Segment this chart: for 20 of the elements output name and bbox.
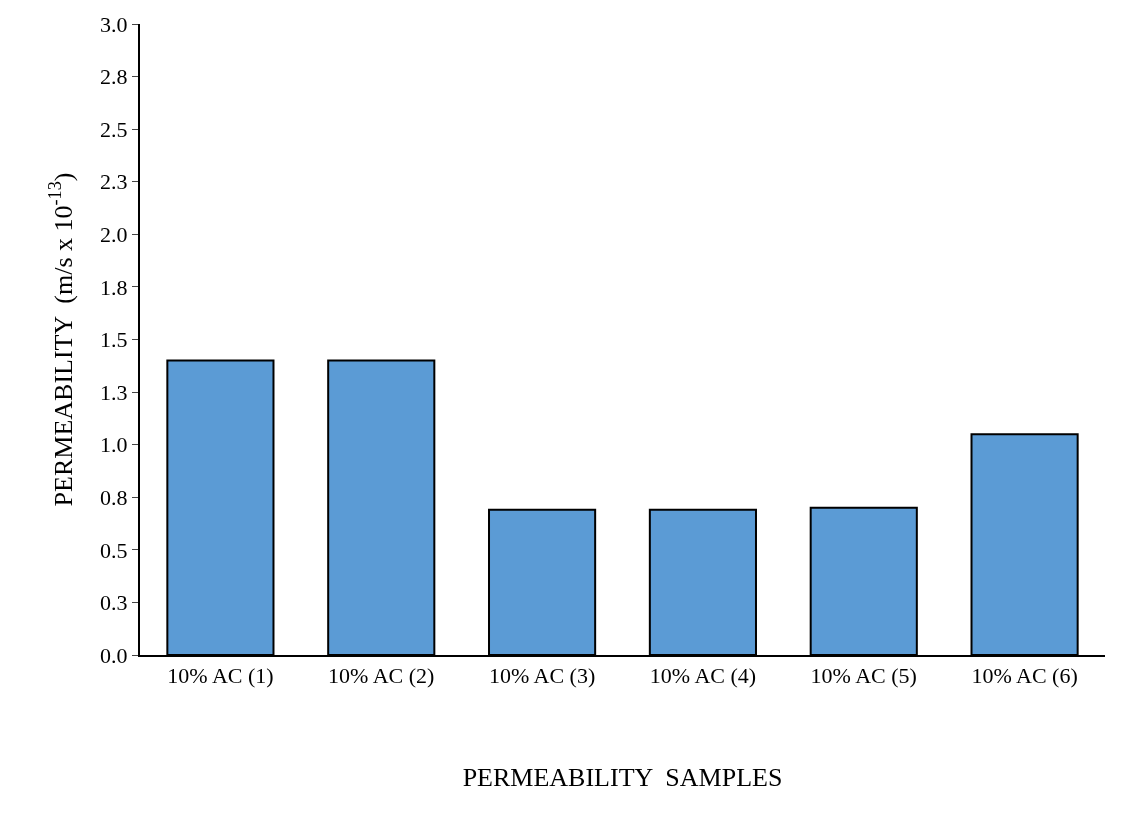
x-tick-label: 10% AC (4): [649, 663, 757, 689]
x-tick-label: 10% AC (3): [488, 663, 596, 689]
y-tick-label: 2.0: [100, 222, 128, 248]
y-tick-label: 0.8: [100, 484, 128, 510]
y-tick-label: 1.0: [100, 432, 128, 458]
x-tick-label: 10% AC (6): [971, 663, 1078, 689]
y-tick-label: 0.3: [100, 590, 128, 616]
x-tick-label: 10% AC (2): [328, 663, 435, 689]
y-tick-label: 2.3: [100, 169, 128, 195]
x-axis-title: PERMEABILITY SAMPLES: [462, 762, 783, 792]
y-tick-label: 3.0: [100, 11, 128, 37]
y-tick-label: 2.8: [100, 64, 128, 90]
y-tick-label: 0.5: [100, 537, 128, 563]
x-tick-label: 10% AC (1): [167, 663, 274, 689]
y-tick-label: 1.8: [100, 274, 128, 300]
y-tick-label: 1.5: [100, 327, 128, 353]
y-tick-label: 0.0: [100, 642, 128, 668]
y-tick-label: 1.3: [100, 379, 128, 405]
y-tick-label: 2.5: [100, 116, 128, 142]
x-tick-label: 10% AC (5): [810, 663, 917, 689]
